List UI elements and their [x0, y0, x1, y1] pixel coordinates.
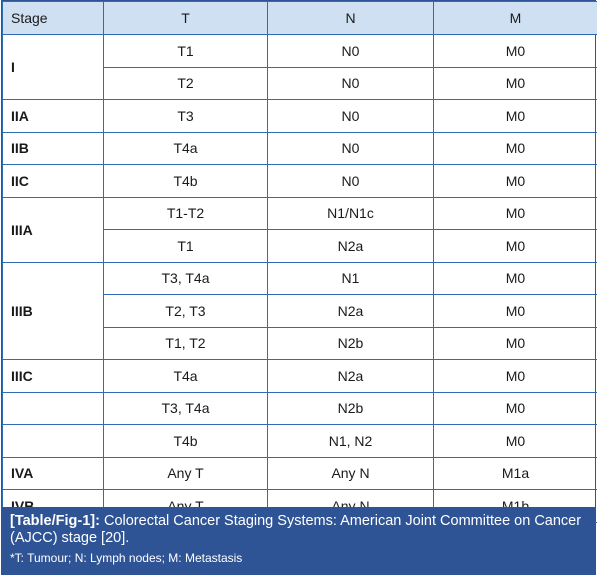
n-cell: N2b — [267, 326, 434, 360]
staging-table: Stage T N M I T1 N0 M0 T2 N0 M0 IIA T3 N… — [2, 1, 597, 523]
m-cell: M0 — [433, 164, 597, 198]
table-row: T1, T2 N2b M0 — [3, 326, 597, 360]
m-cell: M0 — [433, 294, 597, 328]
t-cell: T1 — [103, 229, 268, 263]
m-cell: M0 — [433, 196, 597, 230]
stage-cell: IIA — [2, 99, 104, 133]
t-cell: T2, T3 — [103, 294, 268, 328]
caption-label: [Table/Fig-1]: — [10, 513, 100, 529]
t-cell: T3, T4a — [103, 391, 268, 425]
table-row: I T1 N0 M0 — [2, 34, 597, 100]
t-cell: T3 — [103, 99, 268, 133]
table-row: T2, T3 N2a M0 — [3, 294, 597, 328]
m-cell: M0 — [433, 229, 597, 263]
n-cell: N1 — [267, 261, 434, 295]
n-cell: N0 — [267, 34, 434, 68]
stage-cell: IVA — [2, 456, 104, 490]
stage-cell — [2, 424, 104, 458]
t-cell: T1, T2 — [103, 326, 268, 360]
m-cell: M0 — [433, 131, 597, 165]
m-cell: M0 — [433, 391, 597, 425]
t-cell: T2 — [103, 66, 268, 100]
caption-text: Colorectal Cancer Staging Systems: Ameri… — [10, 513, 582, 546]
t-cell: T4b — [103, 424, 268, 458]
table-row: IIIC T4a N2a M0 — [2, 359, 597, 393]
table-row: T1 N2a M0 — [3, 229, 597, 263]
m-cell: M0 — [433, 66, 597, 100]
table-row: IIC T4b N0 M0 — [2, 164, 597, 198]
n-cell: N0 — [267, 99, 434, 133]
m-cell: M0 — [433, 261, 597, 295]
stage-cell: IIIA — [2, 196, 104, 263]
header-t: T — [103, 1, 268, 35]
t-cell: T1 — [103, 34, 268, 68]
m-cell: M0 — [433, 359, 597, 393]
n-cell: N2a — [267, 359, 434, 393]
table-row: T3, T4a N2b M0 — [2, 391, 597, 425]
n-cell: N0 — [267, 131, 434, 165]
table-row: IIIB T3, T4a N1 M0 — [2, 261, 597, 360]
stage-cell: I — [2, 34, 104, 100]
n-cell: N2b — [267, 391, 434, 425]
n-cell: N0 — [267, 164, 434, 198]
stage-cell: IIB — [2, 131, 104, 165]
n-cell: N1/N1c — [267, 196, 434, 230]
stage-cell: IIIB — [2, 261, 104, 360]
header-stage: Stage — [2, 1, 104, 35]
table-row: IIIA T1-T2 N1/N1c M0 — [2, 196, 597, 263]
header-n: N — [267, 1, 434, 35]
n-cell: N0 — [267, 66, 434, 100]
table-row: IIA T3 N0 M0 — [2, 99, 597, 133]
t-cell: T4a — [103, 359, 268, 393]
m-cell: M1a — [433, 456, 597, 490]
t-cell: T3, T4a — [103, 261, 268, 295]
t-cell: T4a — [103, 131, 268, 165]
header-m: M — [433, 1, 597, 35]
t-cell: T1-T2 — [103, 196, 268, 230]
m-cell: M0 — [433, 99, 597, 133]
stage-cell — [2, 391, 104, 425]
table-row: T4b N1, N2 M0 — [2, 424, 597, 458]
table-row: IVA Any T Any N M1a — [2, 456, 597, 490]
stage-cell: IIIC — [2, 359, 104, 393]
m-cell: M0 — [433, 326, 597, 360]
m-cell: M0 — [433, 34, 597, 68]
header-row: Stage T N M — [2, 1, 597, 35]
m-cell: M0 — [433, 424, 597, 458]
stage-cell: IIC — [2, 164, 104, 198]
table-row: IIB T4a N0 M0 — [2, 131, 597, 165]
n-cell: Any N — [267, 456, 434, 490]
caption-text-block: [Table/Fig-1]: Colorectal Cancer Staging… — [10, 513, 587, 547]
n-cell: N1, N2 — [267, 424, 434, 458]
n-cell: N2a — [267, 294, 434, 328]
t-cell: Any T — [103, 456, 268, 490]
n-cell: N2a — [267, 229, 434, 263]
caption-note: *T: Tumour; N: Lymph nodes; M: Metastasi… — [10, 551, 243, 565]
t-cell: T4b — [103, 164, 268, 198]
figure-caption: [Table/Fig-1]: Colorectal Cancer Staging… — [2, 507, 595, 574]
